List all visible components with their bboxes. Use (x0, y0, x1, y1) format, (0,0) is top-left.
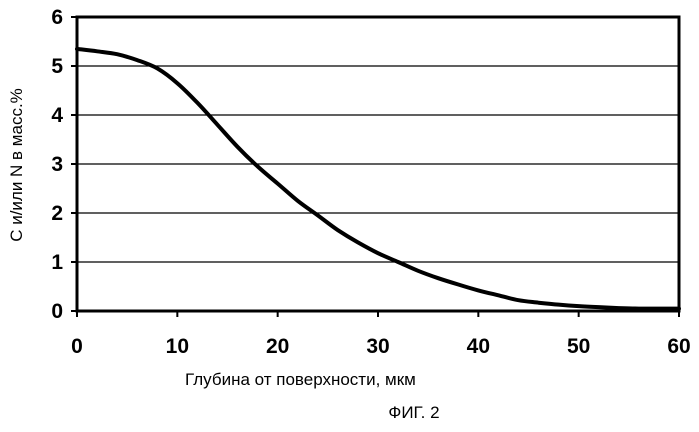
y-tick-label-6: 6 (51, 6, 63, 29)
figure-caption: ФИГ. 2 (388, 403, 439, 422)
x-tick-label-20: 20 (266, 335, 289, 358)
y-tick-label-3: 3 (51, 153, 63, 176)
y-tick-label-5: 5 (51, 55, 63, 78)
y-axis-label: C и/или N в масс.% (7, 88, 26, 242)
x-tick-label-50: 50 (567, 335, 590, 358)
y-tick-label-0: 0 (51, 300, 63, 323)
grid-lines (77, 66, 679, 262)
x-tick-label-10: 10 (166, 335, 189, 358)
y-axis-ticks: 0 1 2 3 4 5 6 (51, 6, 77, 323)
x-tick-label-30: 30 (366, 335, 389, 358)
x-tick-label-0: 0 (71, 335, 83, 358)
x-axis-label: Глубина от поверхности, мкм (185, 370, 416, 389)
y-tick-label-2: 2 (51, 202, 63, 225)
x-axis-ticks: 0 10 20 30 40 50 60 (71, 311, 691, 358)
x-tick-label-60: 60 (667, 335, 690, 358)
x-tick-label-40: 40 (467, 335, 490, 358)
y-tick-label-1: 1 (51, 251, 63, 274)
series-line (77, 49, 679, 309)
y-tick-label-4: 4 (51, 104, 63, 127)
